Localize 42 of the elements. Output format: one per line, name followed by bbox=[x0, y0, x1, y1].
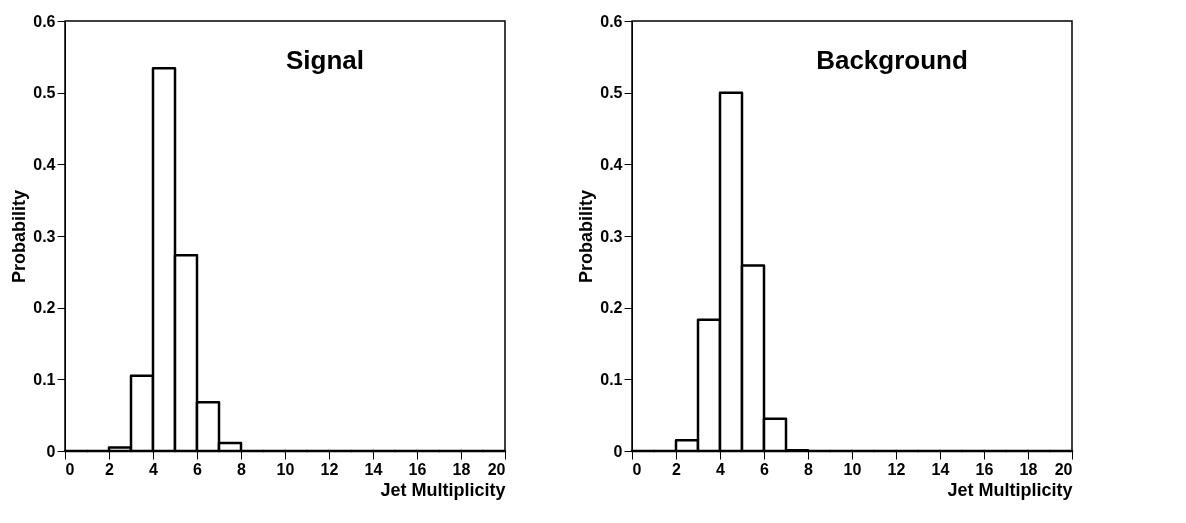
y-tick-label: 0 bbox=[46, 442, 56, 460]
x-tick-label: 8 bbox=[237, 460, 247, 478]
x-tick-label: 4 bbox=[149, 460, 159, 478]
x-axis-title: Jet Multiplicity bbox=[380, 479, 506, 500]
y-tick-label: 0.1 bbox=[33, 370, 56, 388]
x-tick-label: 10 bbox=[276, 460, 295, 478]
y-tick-label: 0.6 bbox=[33, 12, 56, 30]
x-tick-label: 4 bbox=[716, 460, 726, 478]
x-tick-label: 18 bbox=[452, 460, 471, 478]
x-tick-label: 0 bbox=[65, 460, 75, 478]
y-tick-label: 0.2 bbox=[600, 299, 623, 317]
x-tick-label: 18 bbox=[1019, 460, 1038, 478]
y-tick-label: 0 bbox=[613, 442, 623, 460]
x-tick-label: 16 bbox=[975, 460, 994, 478]
x-tick-label: 6 bbox=[193, 460, 203, 478]
x-axis-title: Jet Multiplicity bbox=[947, 479, 1073, 500]
x-tick-label: 20 bbox=[1054, 460, 1073, 478]
x-tick-label: 0 bbox=[632, 460, 642, 478]
y-tick-label: 0.5 bbox=[33, 84, 56, 102]
y-axis-title: Probability bbox=[9, 189, 30, 284]
x-tick-label: 2 bbox=[105, 460, 115, 478]
x-tick-label: 14 bbox=[931, 460, 950, 478]
y-tick-label: 0.4 bbox=[33, 155, 56, 173]
x-tick-label: 2 bbox=[672, 460, 682, 478]
x-tick-label: 16 bbox=[408, 460, 427, 478]
x-tick-label: 12 bbox=[320, 460, 339, 478]
x-tick-label: 14 bbox=[364, 460, 383, 478]
annotation: Background bbox=[816, 45, 968, 75]
y-tick-label: 0.3 bbox=[33, 227, 56, 245]
y-tick-label: 0.1 bbox=[600, 370, 623, 388]
x-tick-label: 12 bbox=[887, 460, 906, 478]
x-tick-label: 20 bbox=[487, 460, 506, 478]
x-tick-label: 8 bbox=[804, 460, 814, 478]
y-tick-label: 0.6 bbox=[600, 12, 623, 30]
y-axis-title: Probability bbox=[576, 189, 597, 284]
annotation: Signal bbox=[285, 45, 365, 75]
y-tick-label: 0.2 bbox=[33, 299, 56, 317]
y-tick-label: 0.4 bbox=[600, 155, 623, 173]
y-tick-label: 0.5 bbox=[600, 84, 623, 102]
x-tick-label: 10 bbox=[843, 460, 862, 478]
y-tick-label: 0.3 bbox=[600, 227, 623, 245]
x-tick-label: 6 bbox=[760, 460, 770, 478]
